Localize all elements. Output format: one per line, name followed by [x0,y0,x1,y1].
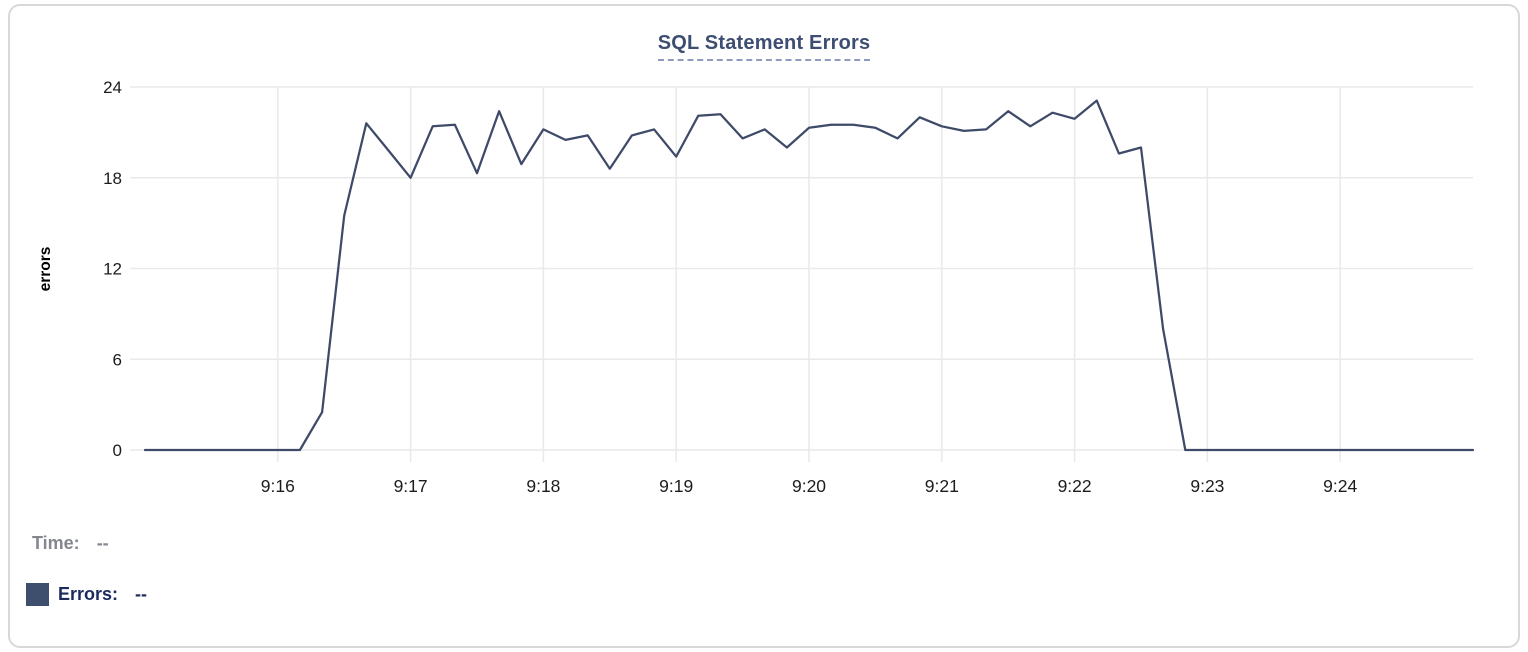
x-axis-tick-label: 9:23 [1190,476,1224,496]
hover-time-value: -- [96,533,109,553]
y-axis-tick-label: 6 [113,350,122,369]
x-axis-tick-label: 9:20 [792,476,826,496]
x-axis-tick-label: 9:21 [925,476,959,496]
chart-title[interactable]: SQL Statement Errors [657,32,871,61]
hover-time-label: Time: [32,533,80,553]
y-axis-tick-label: 24 [103,78,122,97]
chart-card: SQL Statement Errors 0 6 12 18 24 9:16 9:17 9:1… [8,4,1520,648]
x-axis-tick-label: 9:18 [526,476,560,496]
hover-readout-time: Time: -- [32,533,109,554]
legend-row-errors: Errors: -- [26,583,147,606]
y-axis-tick-label: 0 [113,441,122,460]
errors-series-swatch [26,583,49,606]
hover-errors-label: Errors: [58,584,119,604]
hover-errors-value: -- [135,584,148,604]
x-axis-tick-label: 9:19 [659,476,693,496]
y-axis-title: errors [37,247,54,292]
sql-errors-line-chart[interactable]: 0 6 12 18 24 9:16 9:17 9:18 9:19 9:20 9:21 9:22 9:23… [10,6,1522,506]
x-axis-tick-label: 9:17 [394,476,428,496]
y-axis-tick-label: 18 [103,169,122,188]
y-axis-tick-label: 12 [103,260,122,279]
errors-series-line [143,99,1475,452]
x-axis-tick-label: 9:22 [1058,476,1092,496]
x-axis-tick-label: 9:24 [1323,476,1357,496]
x-axis-tick-label: 9:16 [261,476,295,496]
chart-header: SQL Statement Errors [10,32,1518,61]
